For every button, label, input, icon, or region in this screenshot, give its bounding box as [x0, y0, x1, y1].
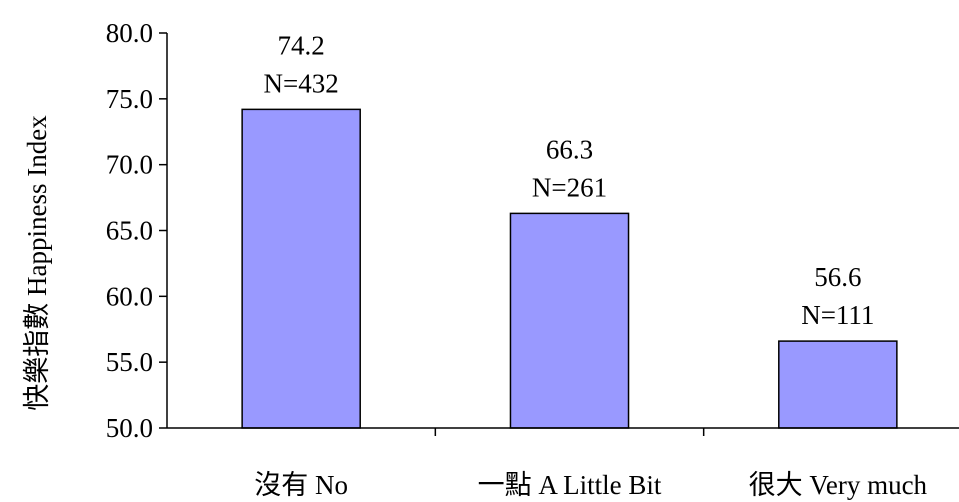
y-axis-ticks: 50.0 55.0 60.0 65.0 70.0 75.0 80.0 [106, 18, 705, 443]
y-tick-label: 60.0 [106, 281, 153, 311]
y-tick-label: 80.0 [106, 18, 153, 48]
category-label: 很大 Very much [749, 470, 928, 500]
data-label-value: 74.2 [278, 30, 325, 60]
category-label: 沒有 No [254, 470, 348, 500]
y-tick-label: 50.0 [106, 413, 153, 443]
data-label-value: 66.3 [546, 134, 593, 164]
y-tick-label: 70.0 [106, 150, 153, 180]
y-tick-label: 75.0 [106, 84, 153, 114]
y-axis-title: 快樂指數 Happiness Index [22, 115, 52, 411]
data-label-n: N=111 [801, 300, 874, 330]
data-label-n: N=432 [264, 68, 339, 98]
y-tick-label: 65.0 [106, 216, 153, 246]
data-label-n: N=261 [532, 172, 607, 202]
bar [778, 340, 898, 429]
y-tick-label: 55.0 [106, 347, 153, 377]
data-label-value: 56.6 [814, 262, 861, 292]
bar [509, 212, 630, 429]
data-labels: 74.2 N=432 66.3 N=261 56.6 N=111 [264, 30, 875, 330]
category-label: 一點 A Little Bit [478, 470, 662, 500]
category-labels: 沒有 No 一點 A Little Bit 很大 Very much [254, 470, 927, 500]
bars [241, 108, 898, 429]
bar [241, 108, 361, 429]
